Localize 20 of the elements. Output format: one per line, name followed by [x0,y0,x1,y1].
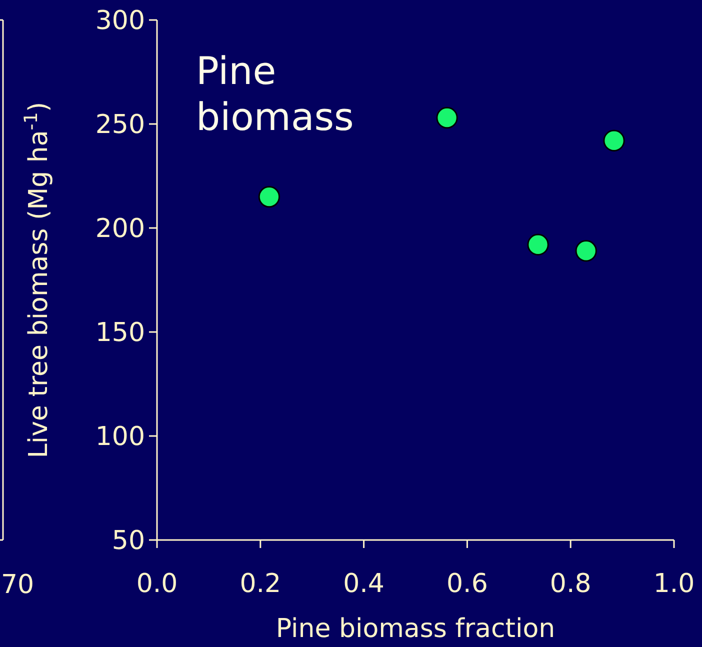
x-tick-label: 0.6 [446,569,488,599]
x-axis-title: Pine biomass fraction [276,614,556,644]
y-tick-label: 300 [95,6,145,36]
y-tick-label: 200 [95,214,145,244]
y-tick-label: 50 [112,526,145,556]
x-tick-label: 0.4 [343,569,384,599]
x-tick-label: 0.2 [240,569,282,599]
x-tick-label: 1.0 [653,569,695,599]
text: Pine biomass [196,49,354,139]
y-tick-label: 250 [95,110,145,140]
point [603,130,625,152]
point [436,106,458,129]
point [575,240,597,262]
y-tick-label: 150 [95,318,145,348]
text: 70 [1,570,34,600]
y-tick-label: 100 [95,422,145,452]
x-tick-label: 0.0 [136,569,178,599]
point [527,234,549,256]
point [258,186,280,208]
x-tick-label: 0.8 [550,569,592,599]
